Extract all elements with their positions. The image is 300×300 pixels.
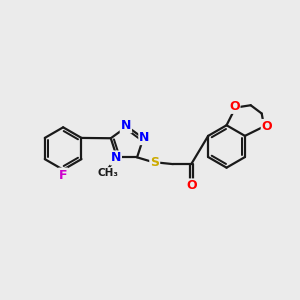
Text: S: S <box>150 156 159 169</box>
Text: N: N <box>139 131 150 144</box>
Text: F: F <box>59 169 68 182</box>
Text: CH₃: CH₃ <box>97 168 118 178</box>
Text: O: O <box>186 179 196 192</box>
Text: N: N <box>121 119 131 132</box>
Text: O: O <box>262 120 272 133</box>
Text: N: N <box>111 152 121 164</box>
Text: O: O <box>229 100 239 113</box>
